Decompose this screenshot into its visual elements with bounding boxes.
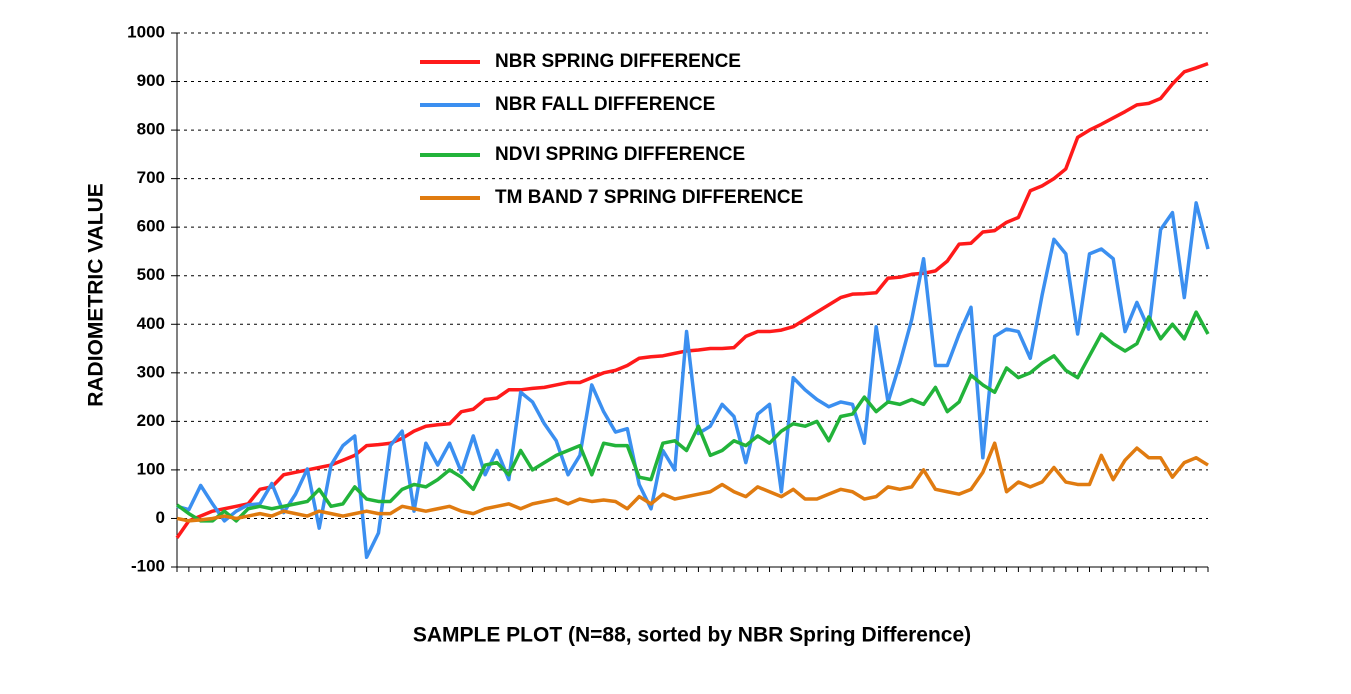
y-tick-label: 800 [137,120,165,139]
y-tick-label: 700 [137,168,165,187]
y-tick-label: 500 [137,265,165,284]
x-axis-label: SAMPLE PLOT (N=88, sorted by NBR Spring … [413,624,971,647]
y-tick-label: 200 [137,411,165,430]
data-line [175,61,1209,539]
y-tick-label: 100 [137,459,165,478]
y-tick-label: 1000 [127,22,165,41]
legend-label: NBR FALL DIFFERENCE [495,94,715,115]
y-axis-label: RADIOMETRIC VALUE [85,183,108,407]
y-tick-label: 300 [137,362,165,381]
y-tick-label: 900 [137,71,165,90]
y-tick-label: 0 [156,508,165,527]
data-line [176,441,1209,523]
legend-label: TM BAND 7 SPRING DIFFERENCE [495,187,803,208]
y-tick-label: -100 [131,556,165,575]
data-line [176,201,1210,560]
legend-label: NBR SPRING DIFFERENCE [495,51,741,72]
y-tick-label: 600 [137,217,165,236]
data-line [175,310,1210,523]
legend-label: NDVI SPRING DIFFERENCE [495,144,745,165]
y-tick-label: 400 [137,314,165,333]
